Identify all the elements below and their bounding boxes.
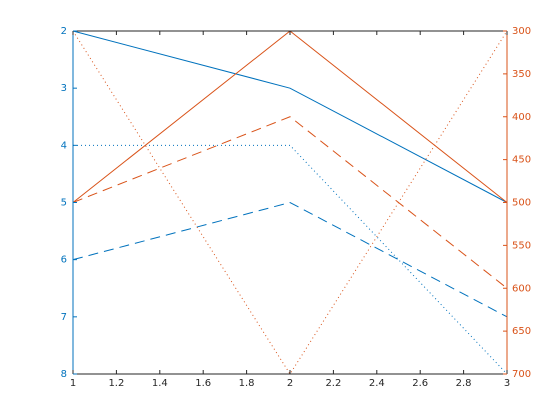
y2-tick-label: 550 xyxy=(512,240,531,251)
series-line xyxy=(72,30,508,375)
x-tick-label: 2.4 xyxy=(369,378,385,389)
x-tick-label: 2 xyxy=(287,378,293,389)
y-tick-label: 4 xyxy=(61,140,67,151)
y2-tick-label: 300 xyxy=(512,26,531,37)
series-line xyxy=(72,116,508,289)
y-tick-label: 3 xyxy=(61,83,67,94)
x-tick-label: 1.4 xyxy=(152,378,168,389)
y2-tick-label: 650 xyxy=(512,326,531,337)
y2-tick-label: 600 xyxy=(512,283,531,294)
y-tick-label: 2 xyxy=(61,26,67,37)
y-tick-label: 8 xyxy=(61,369,67,380)
y2-tick-label: 350 xyxy=(512,69,531,80)
y2-tick-label: 450 xyxy=(512,155,531,166)
x-tick-label: 2.8 xyxy=(456,378,472,389)
x-tick-label: 1.8 xyxy=(239,378,255,389)
x-tick-label: 2.6 xyxy=(412,378,428,389)
series-line xyxy=(72,201,508,318)
y-tick-label: 6 xyxy=(61,255,67,266)
y2-tick-label: 400 xyxy=(512,112,531,123)
series-line xyxy=(72,30,508,203)
y-tick-label: 5 xyxy=(61,198,67,209)
x-tick-label: 1.6 xyxy=(195,378,211,389)
series-line xyxy=(73,144,508,375)
x-tick-label: 1 xyxy=(70,378,76,389)
x-tick-label: 3 xyxy=(504,378,510,389)
y2-tick-label: 700 xyxy=(512,369,531,380)
x-tick-label: 2.2 xyxy=(325,378,341,389)
x-tick-label: 1.2 xyxy=(108,378,124,389)
y-tick-label: 7 xyxy=(61,312,67,323)
y2-tick-label: 500 xyxy=(512,198,531,209)
